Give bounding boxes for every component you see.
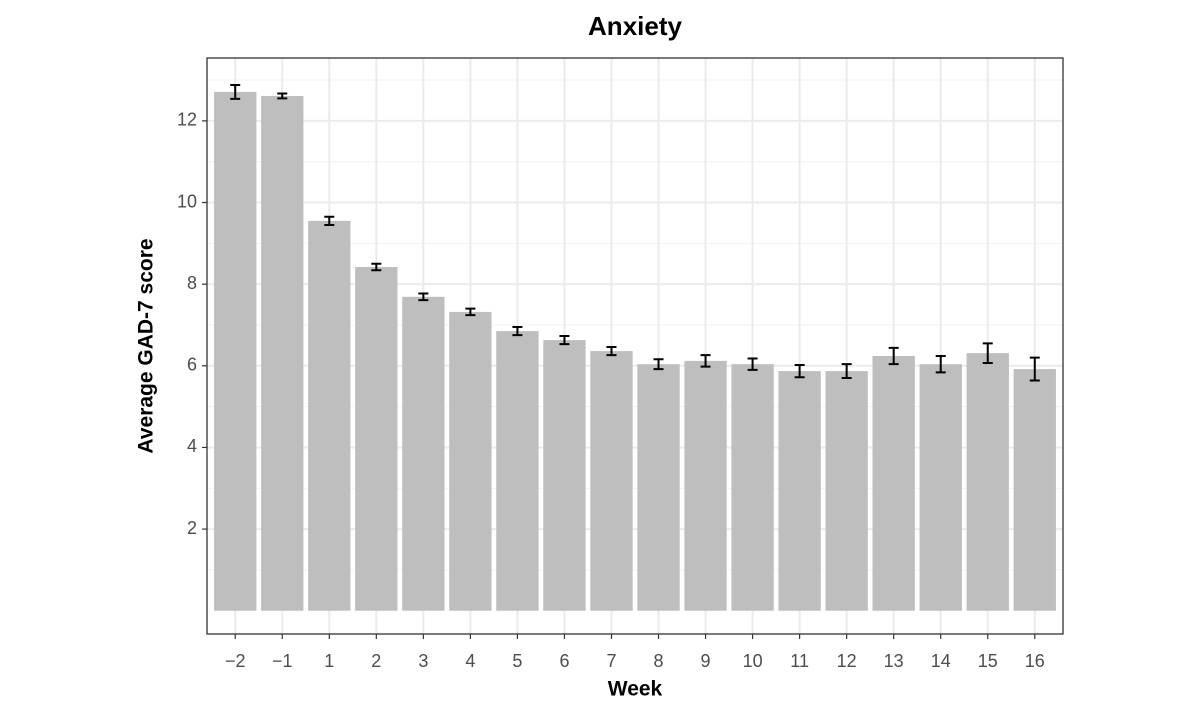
bar [308, 220, 351, 611]
error-bar [888, 346, 899, 366]
x-tick-label: 1 [324, 651, 334, 671]
bar [966, 353, 1009, 611]
bar [214, 91, 257, 611]
y-tick-label: 2 [187, 518, 197, 538]
error-bar [512, 326, 523, 337]
x-tick-label: 2 [371, 651, 381, 671]
x-tick-label: 12 [837, 651, 857, 671]
bar [1013, 369, 1056, 611]
bar [355, 267, 398, 611]
error-bar [982, 342, 993, 364]
x-tick-label: 5 [512, 651, 522, 671]
chart-title: Anxiety [588, 11, 682, 41]
bar [919, 364, 962, 611]
error-bar [841, 363, 852, 380]
x-tick-label: 13 [884, 651, 904, 671]
bar [731, 364, 774, 611]
x-tick-label: 8 [654, 651, 664, 671]
y-tick-label: 10 [177, 191, 197, 211]
x-tick-label: 15 [978, 651, 998, 671]
bar [402, 296, 445, 611]
x-tick-label: −1 [272, 651, 293, 671]
bar [872, 356, 915, 611]
error-bar [465, 307, 476, 317]
error-bar [277, 92, 288, 100]
bar [590, 351, 633, 611]
error-bar [653, 358, 664, 371]
bar [778, 371, 821, 611]
bar [825, 371, 868, 611]
x-tick-label: 14 [931, 651, 951, 671]
error-bar [935, 355, 946, 374]
error-bar [230, 83, 241, 100]
bar [543, 340, 586, 611]
y-tick-label: 12 [177, 110, 197, 130]
y-tick-label: 6 [187, 355, 197, 375]
x-tick-label: 7 [606, 651, 616, 671]
bar [449, 311, 492, 611]
error-bar [371, 262, 382, 272]
bar [637, 364, 680, 611]
y-tick-label: 8 [187, 273, 197, 293]
error-bar [418, 292, 429, 302]
error-bar [700, 354, 711, 368]
x-tick-label: 6 [559, 651, 569, 671]
error-bar [559, 334, 570, 346]
x-tick-label: 4 [465, 651, 475, 671]
y-tick-label: 4 [187, 436, 197, 456]
error-bar [606, 346, 617, 357]
bar [684, 360, 727, 611]
bar [496, 331, 539, 611]
x-tick-label: −2 [225, 651, 246, 671]
x-axis-title: Week [608, 678, 663, 701]
error-bar [794, 363, 805, 379]
bar [261, 95, 304, 611]
x-tick-label: 10 [743, 651, 763, 671]
x-tick-label: 11 [790, 651, 809, 671]
error-bar [747, 357, 758, 371]
x-tick-label: 16 [1025, 651, 1045, 671]
y-axis-title: Average GAD-7 score [135, 238, 158, 453]
error-bar [324, 215, 335, 226]
x-tick-label: 3 [418, 651, 428, 671]
error-bar [1029, 356, 1040, 382]
panel-border [206, 57, 1064, 635]
x-tick-label: 9 [701, 651, 711, 671]
